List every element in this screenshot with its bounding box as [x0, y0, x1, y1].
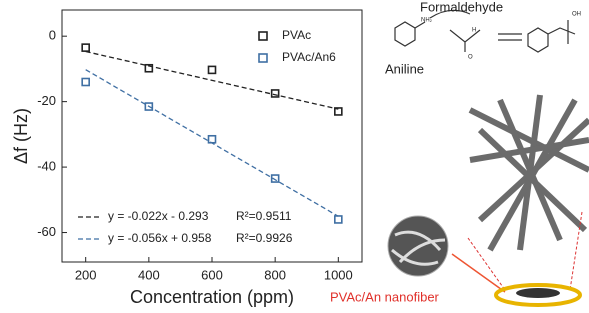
y-tick-label: -60 [37, 224, 56, 239]
fit-r2: R²=0.9926 [236, 231, 293, 245]
figure: Formaldehyde NH₂ H O OH Aniline PVAc/An … [0, 0, 589, 313]
fiber [490, 100, 575, 250]
x-tick-label: 600 [201, 267, 223, 282]
x-tick-label: 800 [264, 267, 286, 282]
point [209, 136, 216, 143]
legend-marker [259, 54, 267, 62]
arrow [452, 254, 505, 292]
point [209, 66, 216, 73]
y-tick-label: -20 [37, 93, 56, 108]
fibers [470, 95, 589, 250]
point [82, 44, 89, 51]
legend-marker [259, 32, 267, 40]
y-tick-label: -40 [37, 159, 56, 174]
fit-equation: y = -0.056x + 0.958 [108, 231, 212, 245]
benzene-ring [528, 28, 548, 52]
fit-equation: y = -0.022x - 0.293 [108, 209, 209, 223]
x-axis-title: Concentration (ppm) [130, 287, 294, 307]
y-axis-title: Δf (Hz) [11, 108, 31, 164]
benzene-ring [395, 22, 415, 46]
label: O [468, 55, 473, 61]
reaction [395, 10, 575, 52]
point [82, 79, 89, 86]
x-tick-label: 200 [75, 267, 97, 282]
product-bonds [548, 20, 575, 44]
label: Formaldehyde [420, 0, 503, 14]
label: OH [572, 12, 581, 18]
fit-r2: R²=0.9511 [236, 209, 292, 223]
x-tick-label: 1000 [324, 267, 353, 282]
label: H [472, 28, 476, 34]
legend-label: PVAc [282, 28, 311, 42]
label: NH₂ [421, 18, 433, 24]
x-tick-label: 400 [138, 267, 160, 282]
dashed-line [468, 238, 505, 290]
legend-label: PVAc/An6 [282, 50, 336, 64]
equilibrium [498, 34, 522, 40]
label: PVAc/An nanofiber [330, 289, 440, 304]
point [335, 216, 342, 223]
y-tick-label: 0 [49, 28, 56, 43]
label: Aniline [385, 61, 424, 76]
sensor-coating [516, 288, 560, 298]
